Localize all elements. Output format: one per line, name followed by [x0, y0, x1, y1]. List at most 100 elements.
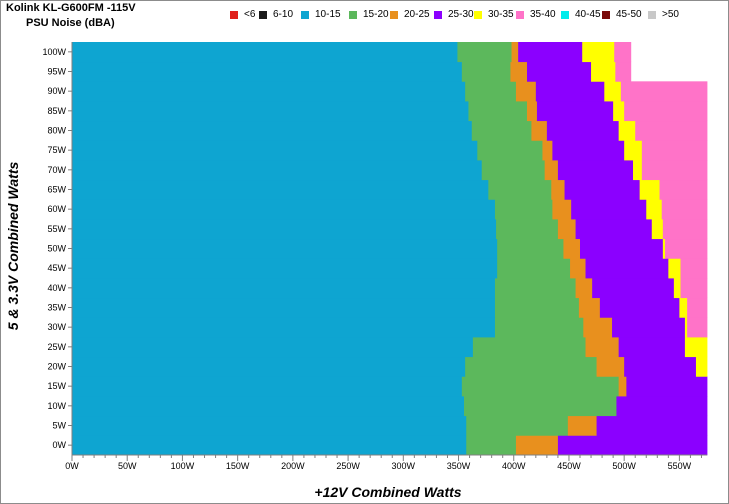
heat-cell — [72, 317, 496, 338]
heat-cell — [72, 278, 496, 299]
chart-subtitle: PSU Noise (dBA) — [26, 17, 115, 29]
heat-cell — [466, 435, 517, 456]
heat-cell — [684, 337, 708, 358]
legend-label: 30-35 — [488, 9, 514, 20]
heat-cell — [465, 356, 597, 377]
heat-cell — [567, 415, 597, 436]
heat-cell — [668, 258, 681, 279]
heat-cell — [72, 415, 467, 436]
heat-cell — [578, 297, 601, 318]
y-tick-label: 55W — [47, 224, 66, 234]
heat-cell — [659, 179, 708, 200]
y-tick-label: 40W — [47, 283, 66, 293]
heat-cell — [551, 179, 565, 200]
heat-cell — [72, 81, 466, 102]
heat-cell — [695, 356, 708, 377]
heat-cell — [633, 160, 643, 181]
legend-label: 40-45 — [575, 9, 601, 20]
y-tick-label: 15W — [47, 381, 66, 391]
legend-swatch — [301, 11, 309, 19]
heat-cell — [687, 297, 708, 318]
heat-cell — [620, 81, 708, 102]
x-tick-label: 0W — [65, 461, 79, 471]
y-tick-label: 30W — [47, 322, 66, 332]
heat-cell — [461, 61, 511, 82]
heat-cell — [585, 337, 620, 358]
x-tick-label: 500W — [612, 461, 636, 471]
heat-cell — [604, 81, 622, 102]
y-tick-label: 10W — [47, 401, 66, 411]
y-tick-label: 20W — [47, 362, 66, 372]
heat-cell — [515, 81, 537, 102]
x-tick-label: 100W — [171, 461, 195, 471]
heat-cell — [72, 396, 465, 417]
heat-cell — [464, 396, 617, 417]
heat-cell — [526, 101, 538, 122]
heat-cell — [536, 101, 614, 122]
heat-cell — [72, 337, 474, 358]
y-tick-label: 25W — [47, 342, 66, 352]
x-tick-label: 300W — [392, 461, 416, 471]
heat-cell — [583, 317, 613, 338]
heat-cell — [557, 219, 576, 240]
legend-swatch — [259, 11, 267, 19]
heat-cell — [494, 317, 584, 338]
heat-cell — [510, 61, 528, 82]
y-tick-label: 70W — [47, 165, 66, 175]
heat-cell — [72, 238, 498, 259]
heat-cell — [72, 435, 467, 456]
x-tick-label: 550W — [668, 461, 692, 471]
heat-cell — [72, 120, 473, 141]
y-tick-label: 5W — [53, 421, 67, 431]
heat-cell — [665, 238, 708, 259]
heat-cell — [651, 219, 664, 240]
x-tick-label: 400W — [502, 461, 526, 471]
heat-cell — [72, 179, 489, 200]
y-tick-label: 75W — [47, 145, 66, 155]
heat-cell — [570, 258, 586, 279]
x-tick-label: 50W — [118, 461, 137, 471]
heat-cell — [72, 297, 496, 318]
heat-cell — [679, 297, 688, 318]
heat-cell — [515, 435, 559, 456]
heat-cell — [72, 61, 463, 82]
heat-cell — [552, 140, 625, 161]
heat-cell — [526, 61, 592, 82]
heat-cell — [616, 396, 708, 417]
heat-cell — [472, 337, 586, 358]
x-tick-label: 200W — [281, 461, 305, 471]
heat-cell — [496, 219, 559, 240]
y-tick-label: 100W — [42, 47, 66, 57]
heat-cell — [641, 140, 708, 161]
x-tick-label: 450W — [557, 461, 581, 471]
heat-cell — [481, 160, 546, 181]
heat-cell — [461, 376, 620, 397]
legend-swatch — [434, 11, 442, 19]
heat-cell — [575, 219, 653, 240]
heat-cell — [497, 258, 571, 279]
legend-swatch — [516, 11, 524, 19]
heat-cell — [563, 238, 581, 259]
heat-cell — [72, 140, 478, 161]
y-tick-label: 45W — [47, 263, 66, 273]
heat-cell — [575, 278, 593, 299]
legend-label: 45-50 — [616, 9, 642, 20]
heat-cell — [488, 179, 552, 200]
heat-cell — [618, 337, 686, 358]
heat-cell — [580, 238, 664, 259]
heat-cell — [684, 317, 688, 338]
heat-cell — [72, 258, 498, 279]
legend-label: 25-30 — [448, 9, 474, 20]
heat-cell — [494, 297, 580, 318]
heat-cell — [614, 42, 632, 63]
y-tick-label: 35W — [47, 303, 66, 313]
x-tick-label: 250W — [336, 461, 360, 471]
heat-cell — [592, 278, 675, 299]
heat-cell — [680, 258, 708, 279]
heat-cell — [542, 140, 553, 161]
heat-cell — [557, 435, 708, 456]
heat-cell — [615, 61, 632, 82]
heat-cell — [624, 356, 697, 377]
y-tick-label: 65W — [47, 185, 66, 195]
heat-cell — [468, 101, 528, 122]
